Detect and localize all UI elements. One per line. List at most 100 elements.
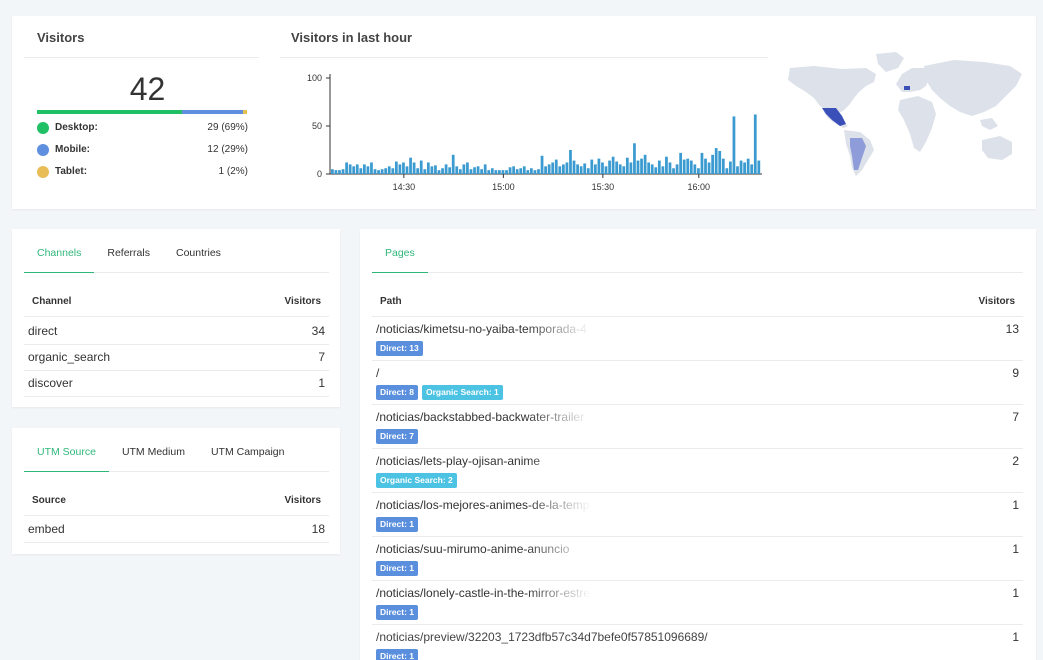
chart-bar bbox=[533, 170, 537, 174]
row-name: embed bbox=[28, 522, 65, 536]
chart-bar bbox=[345, 162, 348, 174]
page-row[interactable]: /noticias/los-mejores-animes-de-la-tempo… bbox=[372, 493, 1023, 537]
australia-shape bbox=[982, 136, 1012, 160]
asia-shape bbox=[924, 60, 1022, 116]
tablet-dot-icon bbox=[37, 166, 49, 178]
chart-bar bbox=[377, 170, 380, 174]
chart-bar bbox=[522, 166, 526, 174]
page-row[interactable]: /noticias/lets-play-ojisan-anime 2 Organ… bbox=[372, 449, 1023, 493]
page-path-link[interactable]: /noticias/backstabbed-backwater-trailer bbox=[376, 410, 585, 424]
chart-bar bbox=[707, 162, 711, 174]
device-value: 1 (2%) bbox=[218, 166, 248, 177]
table-row[interactable]: organic_search 7 bbox=[24, 344, 329, 371]
page-path-link[interactable]: /noticias/preview/32203_1723dfb57c34d7be… bbox=[376, 630, 708, 644]
chart-bar bbox=[565, 162, 569, 174]
chart-bar bbox=[697, 168, 700, 174]
page-path-link[interactable]: /noticias/lets-play-ojisan-anime bbox=[376, 454, 541, 468]
chart-bar bbox=[419, 160, 423, 174]
device-share-segment bbox=[242, 110, 247, 114]
tab-countries[interactable]: Countries bbox=[175, 247, 221, 259]
chart-bar bbox=[394, 161, 398, 174]
chart-bar bbox=[721, 158, 725, 174]
column-header-path: Path bbox=[380, 296, 402, 307]
page-path-link[interactable]: /noticias/suu-mirumo-anime-anuncio bbox=[376, 542, 570, 556]
page-row[interactable]: /noticias/preview/32203_1723dfb57c34d7be… bbox=[372, 625, 1023, 660]
x-tick-label: 15:00 bbox=[492, 182, 515, 192]
tab-utm-medium[interactable]: UTM Medium bbox=[121, 446, 185, 458]
page-path-link[interactable]: /noticias/kimetsu-no-yaiba-temporada-4 bbox=[376, 322, 587, 336]
chart-bar bbox=[640, 158, 643, 174]
chart-bar bbox=[519, 168, 523, 174]
chart-bar bbox=[561, 164, 565, 174]
chart-bar bbox=[334, 170, 338, 174]
page-row[interactable]: /noticias/kimetsu-no-yaiba-temporada-4 1… bbox=[372, 317, 1023, 361]
direct-badge: Direct: 13 bbox=[376, 341, 423, 356]
chart-bar bbox=[586, 168, 590, 174]
chart-bar bbox=[441, 168, 444, 174]
tab-utm-source[interactable]: UTM Source bbox=[24, 432, 109, 472]
page-path-link[interactable]: / bbox=[376, 366, 380, 380]
chart-bar bbox=[547, 164, 551, 174]
chart-bar bbox=[405, 166, 409, 174]
chart-bar bbox=[391, 168, 395, 174]
desktop-dot-icon bbox=[37, 122, 49, 134]
chart-bar bbox=[576, 164, 579, 174]
page-path-link[interactable]: /noticias/lonely-castle-in-the-mirror-es… bbox=[376, 586, 604, 600]
chart-bar bbox=[590, 159, 594, 174]
tab-pages[interactable]: Pages bbox=[372, 233, 428, 273]
chart-bar bbox=[679, 152, 683, 174]
page-row[interactable]: / 9 Direct: 8 Organic Search: 1 bbox=[372, 361, 1023, 405]
chart-bar bbox=[409, 157, 412, 174]
tab-referrals[interactable]: Referrals bbox=[107, 247, 150, 259]
y-tick-label: 50 bbox=[312, 121, 322, 131]
channels-tabs: Channels Referrals Countries bbox=[24, 233, 329, 273]
chart-bar bbox=[362, 164, 366, 174]
pages-table-header: Path Visitors bbox=[372, 279, 1023, 317]
direct-badge: Direct: 1 bbox=[376, 517, 419, 532]
chart-bar bbox=[554, 159, 558, 174]
channels-table-header: Channel Visitors bbox=[24, 279, 329, 317]
chart-bar bbox=[757, 160, 761, 174]
page-visitors: 1 bbox=[1012, 630, 1019, 644]
chart-bar bbox=[558, 166, 562, 174]
chart-bar bbox=[583, 163, 587, 174]
table-row[interactable]: discover 1 bbox=[24, 370, 329, 397]
chart-bar bbox=[675, 164, 679, 174]
chart-bar bbox=[423, 169, 427, 174]
page-row[interactable]: /noticias/suu-mirumo-anime-anuncio 1 Dir… bbox=[372, 537, 1023, 581]
tab-channels[interactable]: Channels bbox=[24, 233, 95, 273]
table-row[interactable]: embed 18 bbox=[24, 516, 329, 543]
visitors-count: 42 bbox=[129, 71, 166, 107]
chart-bar bbox=[650, 164, 654, 174]
chart-bar bbox=[490, 168, 494, 174]
column-header-channel: Channel bbox=[32, 296, 72, 307]
table-row[interactable]: direct 34 bbox=[24, 318, 329, 345]
chart-bar bbox=[604, 166, 608, 174]
page-path-link[interactable]: /noticias/los-mejores-animes-de-la-tempo… bbox=[376, 498, 651, 512]
chart-bar bbox=[505, 170, 508, 174]
column-header-visitors: Visitors bbox=[284, 495, 322, 506]
tab-utm-campaign[interactable]: UTM Campaign bbox=[210, 446, 285, 458]
chart-bar bbox=[597, 158, 601, 174]
chart-bar bbox=[601, 162, 604, 174]
device-share-segment bbox=[37, 110, 182, 114]
badges: Organic Search: 2 bbox=[376, 473, 457, 488]
chart-bar bbox=[729, 161, 732, 174]
south-america-highlight bbox=[850, 138, 866, 170]
chart-bar bbox=[355, 164, 359, 174]
chart-bar bbox=[412, 162, 416, 174]
chart-bar bbox=[544, 166, 547, 174]
device-share-segment bbox=[181, 110, 243, 114]
chart-bar bbox=[370, 162, 373, 174]
page-row[interactable]: /noticias/lonely-castle-in-the-mirror-es… bbox=[372, 581, 1023, 625]
chart-bar bbox=[668, 162, 672, 174]
device-label: Tablet: bbox=[55, 166, 88, 177]
direct-badge: Direct: 1 bbox=[376, 605, 419, 620]
chart-bar bbox=[466, 162, 469, 174]
column-header-visitors: Visitors bbox=[284, 296, 322, 307]
x-tick-label: 15:30 bbox=[592, 182, 615, 192]
page-row[interactable]: /noticias/backstabbed-backwater-trailer … bbox=[372, 405, 1023, 449]
x-tick-label: 14:30 bbox=[393, 182, 416, 192]
chart-bar bbox=[746, 158, 750, 174]
row-value: 1 bbox=[318, 376, 325, 390]
